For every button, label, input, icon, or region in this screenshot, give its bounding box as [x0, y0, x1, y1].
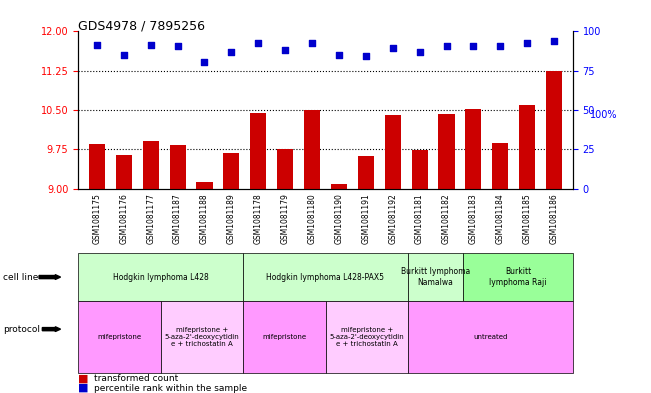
Text: mifepristone +
5-aza-2'-deoxycytidin
e + trichostatin A: mifepristone + 5-aza-2'-deoxycytidin e +… [165, 327, 239, 347]
Text: percentile rank within the sample: percentile rank within the sample [94, 384, 247, 393]
Text: untreated: untreated [473, 334, 508, 340]
Point [173, 43, 183, 49]
Point [146, 41, 156, 48]
Text: transformed count: transformed count [94, 374, 178, 383]
Point [495, 43, 505, 49]
Text: mifepristone +
5-aza-2'-deoxycytidin
e + trichostatin A: mifepristone + 5-aza-2'-deoxycytidin e +… [329, 327, 404, 347]
Point [334, 52, 344, 58]
Bar [250, 113, 266, 189]
Text: Hodgkin lymphoma L428-PAX5: Hodgkin lymphoma L428-PAX5 [266, 273, 385, 281]
Text: mifepristone: mifepristone [262, 334, 307, 340]
Bar [519, 105, 535, 189]
Bar [143, 141, 159, 189]
Y-axis label: 100%: 100% [590, 110, 618, 120]
Point [468, 43, 478, 49]
Text: ■: ■ [78, 383, 89, 393]
Bar [223, 153, 240, 189]
Bar [116, 154, 132, 189]
Bar [385, 115, 401, 189]
Bar [465, 109, 482, 189]
Bar [304, 110, 320, 189]
Bar [331, 184, 347, 189]
Point [415, 49, 425, 55]
Point [307, 40, 317, 46]
Point [92, 41, 102, 48]
Point [118, 52, 129, 58]
Bar [358, 156, 374, 189]
Point [387, 45, 398, 51]
Text: Hodgkin lymphoma L428: Hodgkin lymphoma L428 [113, 273, 208, 281]
Point [522, 40, 533, 47]
Point [280, 47, 290, 53]
Text: Burkitt
lymphoma Raji: Burkitt lymphoma Raji [489, 267, 547, 287]
Bar [492, 143, 508, 189]
Point [549, 38, 559, 44]
Text: mifepristone: mifepristone [97, 334, 141, 340]
Bar [546, 71, 562, 189]
Bar [277, 149, 293, 189]
Text: protocol: protocol [3, 325, 40, 334]
Bar [169, 145, 186, 189]
Bar [89, 144, 105, 189]
Text: cell line: cell line [3, 273, 38, 281]
Point [441, 43, 452, 49]
Text: ■: ■ [78, 373, 89, 383]
Text: GDS4978 / 7895256: GDS4978 / 7895256 [78, 20, 205, 33]
Point [199, 59, 210, 65]
Bar [411, 150, 428, 189]
Bar [197, 182, 213, 189]
Point [361, 53, 371, 59]
Bar [438, 114, 454, 189]
Point [226, 49, 236, 55]
Point [253, 40, 264, 46]
Text: Burkitt lymphoma
Namalwa: Burkitt lymphoma Namalwa [401, 267, 470, 287]
